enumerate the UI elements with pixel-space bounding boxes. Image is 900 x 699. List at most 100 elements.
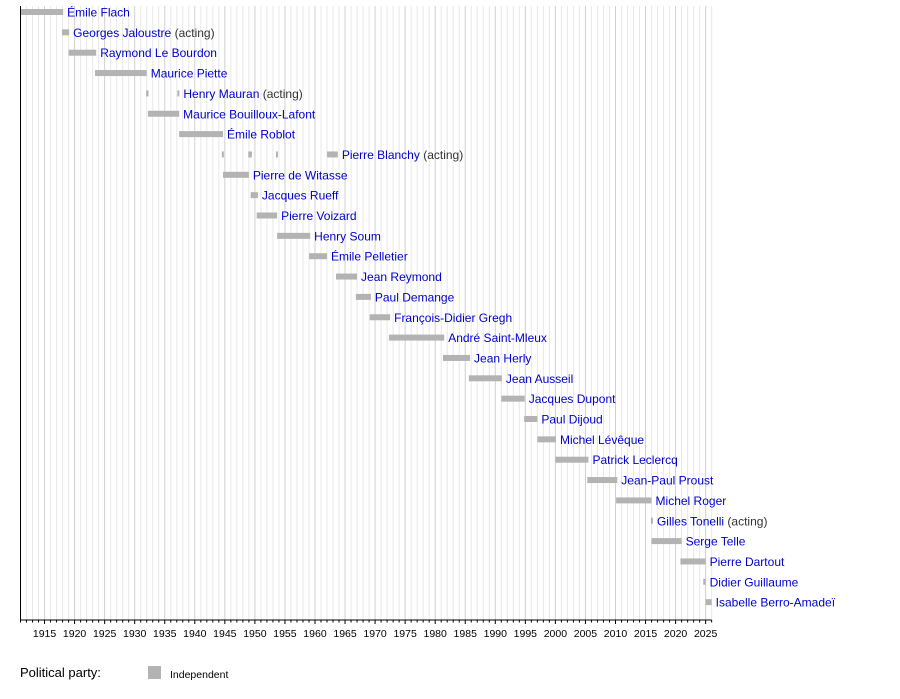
term-bar (443, 354, 471, 361)
governor-name[interactable]: Gilles Tonelli (657, 514, 724, 528)
governor-name[interactable]: Michel Lévêque (560, 433, 644, 447)
x-tick-label: 2025 (694, 628, 718, 640)
governor-name[interactable]: Jacques Dupont (529, 392, 616, 406)
term-bar (146, 90, 149, 97)
x-tick-label: 1945 (213, 628, 237, 640)
term-bar (256, 212, 278, 219)
governor-label: Pierre Voizard (281, 209, 356, 223)
governor-name[interactable]: François-Didier Gregh (394, 311, 512, 325)
governor-name[interactable]: Pierre de Witasse (253, 168, 348, 182)
governor-name[interactable]: Émile Pelletier (331, 249, 408, 264)
governor-label: Isabelle Berro-Amadeï (716, 596, 836, 610)
x-tick-label: 1920 (63, 628, 87, 640)
governor-label: Jacques Rueff (262, 189, 339, 203)
governor-label: Pierre Dartout (710, 555, 785, 569)
governor-name[interactable]: Émile Flach (67, 5, 130, 20)
governor-label: Paul Dijoud (541, 413, 602, 427)
governor-name[interactable]: Raymond Le Bourdon (100, 46, 217, 60)
governor-label: Gilles Tonelli (acting) (657, 514, 768, 528)
governor-label: Jean Ausseil (506, 372, 573, 386)
governor-label: Henry Mauran (acting) (183, 87, 302, 101)
term-bar (275, 151, 278, 158)
term-bar (95, 70, 147, 77)
governor-name[interactable]: Pierre Voizard (281, 209, 356, 223)
governor-name[interactable]: André Saint-Mleux (448, 331, 547, 345)
x-axis: 1915 1920 1925 1930 1935 1940 1945 1950 1955 1960… (20, 6, 718, 640)
x-tick-label: 1980 (424, 628, 448, 640)
governor-name[interactable]: Maurice Piette (151, 67, 228, 81)
legend-label-independent: Independent (170, 669, 228, 681)
term-bar (248, 151, 252, 158)
governor-name[interactable]: Paul Dijoud (541, 413, 602, 427)
governor-name[interactable]: Henry Soum (314, 229, 381, 243)
term-bar (277, 232, 311, 239)
term-bar (501, 395, 525, 402)
governor-label: Maurice Bouilloux-Lafont (183, 107, 316, 121)
governor-name[interactable]: Jacques Rueff (262, 189, 339, 203)
gridlines (26, 6, 713, 620)
term-bar (651, 538, 682, 545)
x-tick-label: 1975 (393, 628, 417, 640)
x-tick-label: 1990 (484, 628, 508, 640)
governor-label: Serge Telle (686, 535, 746, 549)
governor-name[interactable]: Jean Ausseil (506, 372, 573, 386)
x-tick-label: 1960 (303, 628, 327, 640)
term-bar (703, 578, 706, 585)
x-tick-label: 2005 (574, 628, 598, 640)
governor-name[interactable]: Pierre Blanchy (342, 148, 420, 162)
term-bar (177, 90, 180, 97)
term-bar (616, 497, 652, 504)
governor-name[interactable]: Didier Guillaume (710, 575, 799, 589)
governor-name[interactable]: Georges Jaloustre (73, 26, 171, 40)
term-bar (680, 558, 706, 565)
legend-title: Political party: (20, 665, 101, 680)
term-bar (587, 477, 618, 484)
legend-swatch-independent (148, 666, 161, 679)
governor-label: François-Didier Gregh (394, 311, 512, 325)
x-tick-label: 1985 (454, 628, 478, 640)
governor-name[interactable]: Paul Demange (375, 290, 455, 304)
acting-note: (acting) (259, 87, 302, 101)
term-bar (147, 110, 180, 117)
term-bar (650, 517, 653, 524)
term-bar (369, 314, 391, 321)
x-tick-label: 2015 (634, 628, 658, 640)
governor-label: Pierre Blanchy (acting) (342, 148, 463, 162)
governor-name[interactable]: Serge Telle (686, 535, 746, 549)
governor-label: Raymond Le Bourdon (100, 46, 217, 60)
governor-label: Michel Roger (656, 494, 727, 508)
legend: Political party: Independent (20, 665, 228, 681)
governor-name[interactable]: Maurice Bouilloux-Lafont (183, 107, 316, 121)
acting-note: (acting) (420, 148, 463, 162)
term-bar (221, 151, 224, 158)
governor-label: Émile Roblot (227, 127, 296, 142)
governor-name[interactable]: Isabelle Berro-Amadeï (716, 596, 836, 610)
acting-note: (acting) (171, 26, 214, 40)
governor-label: Émile Pelletier (331, 249, 408, 264)
governor-label: Jean-Paul Proust (621, 474, 714, 488)
term-bar (308, 253, 328, 260)
term-bar (388, 334, 445, 341)
term-bar (223, 171, 249, 178)
governor-label: Paul Demange (375, 290, 455, 304)
governor-name[interactable]: Jean Reymond (361, 270, 442, 284)
x-tick-label: 1930 (123, 628, 147, 640)
governor-name[interactable]: Jean-Paul Proust (621, 474, 714, 488)
term-bar (20, 9, 64, 15)
governor-label: Jean Herly (474, 351, 531, 365)
governor-label: Henry Soum (314, 229, 381, 243)
x-tick-label: 1925 (93, 628, 117, 640)
term-bar (327, 151, 338, 158)
governor-name[interactable]: Patrick Leclercq (592, 453, 677, 467)
term-bar (355, 293, 371, 300)
governor-name[interactable]: Henry Mauran (183, 87, 259, 101)
x-tick-label: 1965 (333, 628, 357, 640)
governor-name[interactable]: Pierre Dartout (710, 555, 785, 569)
x-tick-label: 1935 (153, 628, 177, 640)
governor-name[interactable]: Émile Roblot (227, 127, 296, 142)
governor-name[interactable]: Michel Roger (656, 494, 727, 508)
governor-name[interactable]: Jean Herly (474, 351, 531, 365)
governor-label: Maurice Piette (151, 67, 228, 81)
